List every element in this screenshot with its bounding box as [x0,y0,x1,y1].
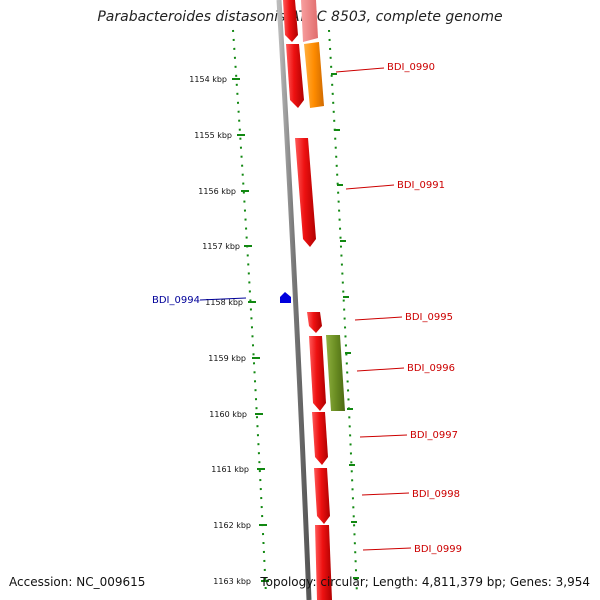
scale-ticks: 1154 kbp 1155 kbp 1156 kbp 1157 kbp 1158… [189,73,359,586]
genome-summary-text: Topology: circular; Length: 4,811,379 bp… [260,575,590,589]
callout-line [362,547,412,551]
tick-label: 1159 kbp [208,354,246,363]
tick-label: 1154 kbp [189,75,227,84]
callout-line [199,297,247,301]
gene-label-bdi-0994[interactable]: BDI_0994 [152,295,200,306]
gene-label-bdi-0997[interactable]: BDI_0997 [410,430,458,441]
tick-label: 1160 kbp [209,410,247,419]
gene-label-bdi-0999[interactable]: BDI_0999 [414,544,462,555]
gene-arrow-bdi-0994[interactable] [280,292,291,303]
tick-label: 1157 kbp [202,242,240,251]
gene-arrow-bdi-0998[interactable] [314,468,330,524]
gene-label-bdi-0998[interactable]: BDI_0998 [412,489,460,500]
gene-label-bdi-0990[interactable]: BDI_0990 [387,62,435,73]
callout-line [354,316,403,321]
callout-line [359,434,408,438]
gene-arrow-bdi-0991[interactable] [295,138,316,247]
label-callouts [199,67,412,551]
gene-arrow-bdi-0990[interactable] [304,42,324,108]
tick-label: 1158 kbp [205,298,243,307]
gene-arrow-bdi-0999[interactable] [315,525,332,600]
callout-line [345,184,395,190]
gene-arrow-bdi-0995[interactable] [307,312,322,333]
gene-arrow-bdi-0996-olive[interactable] [326,335,345,411]
gene-label-bdi-0991[interactable]: BDI_0991 [397,180,445,191]
gene-arrow-top-red[interactable] [283,0,298,42]
tick-label: 1155 kbp [194,131,232,140]
outer-tick-ring [328,29,358,596]
gene-arrow-bdi-0996[interactable] [309,336,326,411]
gene-arrow-bdi-0997[interactable] [312,412,328,465]
gene-arrow-top-pink[interactable] [301,0,318,42]
inner-tick-ring [232,29,267,596]
accession-text: Accession: NC_009615 [9,575,146,589]
callout-line [356,367,405,372]
gene-label-bdi-0996[interactable]: BDI_0996 [407,363,455,374]
genome-title: Parabacteroides distasonis ATCC 8503, co… [97,9,503,25]
tick-label: 1162 kbp [213,521,251,530]
gene-labels: BDI_0990 BDI_0991 BDI_0994 BDI_0995 BDI_… [152,62,462,555]
genome-backbone [276,0,312,600]
tick-label: 1163 kbp [213,577,251,586]
gene-label-bdi-0995[interactable]: BDI_0995 [405,312,453,323]
callout-line [361,492,410,496]
gene-features [280,0,345,600]
callout-line [335,67,385,73]
tick-label: 1161 kbp [211,465,249,474]
gene-arrow-bdi-0989[interactable] [286,44,304,108]
tick-label: 1156 kbp [198,187,236,196]
